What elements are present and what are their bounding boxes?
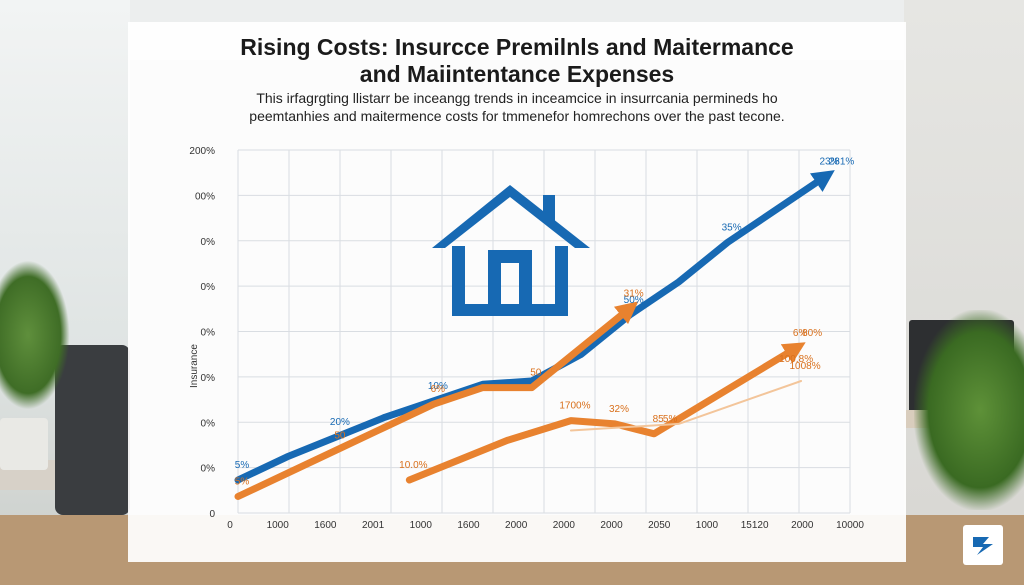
y-tick-label: 0% (201, 418, 216, 429)
y-tick-label: 0% (201, 282, 216, 293)
chart-title-line-1: Rising Costs: Insurcce Premilnls and Mai… (240, 34, 794, 60)
y-tick-label: 0% (201, 328, 216, 339)
y-axis-label: Insurance (189, 344, 200, 388)
data-label: 50 (530, 368, 542, 379)
chart-subtitle-line-1: This irfagrgting llistarr be inceangg tr… (256, 90, 778, 106)
data-label: 1700% (559, 401, 590, 412)
x-tick-label: 1600 (314, 520, 337, 531)
grid (237, 149, 851, 514)
data-label: 6% (431, 384, 446, 395)
brand-logo-icon (963, 525, 1003, 565)
y-tick-label: 200% (189, 146, 215, 157)
x-tick-label: 2000 (505, 520, 528, 531)
series-line-2 (234, 301, 639, 500)
y-tick-label: 0% (201, 237, 216, 248)
data-label: 100.8% (779, 354, 813, 365)
data-label: 281% (829, 156, 855, 167)
x-tick-label: 2000 (553, 520, 576, 531)
chart-subtitle-line-2: peemtanhies and maitermence costs for tm… (249, 108, 785, 124)
series-group (234, 170, 835, 500)
y-axis-ticks: 200% 00% 0% 0% 0% 0% 0% 0% 0 (189, 146, 215, 520)
x-tick-label: 15120 (741, 520, 769, 531)
data-label: 35% (722, 222, 742, 233)
data-label: 50 (334, 430, 346, 441)
series-line-1 (234, 170, 835, 484)
y-tick-label: 0 (209, 509, 215, 520)
data-label: 5% (235, 460, 250, 471)
data-label: 5% (235, 477, 250, 488)
data-label: 85 (653, 414, 665, 425)
y-tick-label: 0% (201, 373, 216, 384)
data-label: 5% (663, 414, 678, 425)
x-tick-label: 1000 (410, 520, 433, 531)
y-tick-label: 00% (195, 191, 215, 202)
chart-title-line-2: and Maiintentance Expenses (359, 61, 675, 87)
x-tick-label: 2000 (600, 520, 623, 531)
x-axis-ticks: 0 1000 1600 2001 1000 1600 2000 2000 2000 2050 100… (227, 520, 864, 531)
data-label: 80% (802, 328, 822, 339)
y-tick-label: 0% (201, 464, 216, 475)
data-label: 31% (624, 288, 644, 299)
data-label: 50% (624, 295, 644, 306)
x-tick-label: 0 (227, 520, 233, 531)
x-tick-label: 2050 (648, 520, 671, 531)
x-tick-label: 1000 (267, 520, 290, 531)
x-tick-label: 1600 (457, 520, 480, 531)
series-line-4 (569, 380, 803, 432)
plant-pot (0, 418, 48, 470)
data-labels: 5% 20% 10% 50% 35% 23%281% 5% 50 6% 50 31% 10.0% 170… (235, 156, 855, 487)
series-line-3 (405, 342, 806, 484)
data-label: 32% (609, 404, 629, 415)
data-label: 10% (428, 381, 448, 392)
x-tick-label: 1000 (696, 520, 719, 531)
house-icon (432, 185, 590, 316)
x-tick-label: 10000 (836, 520, 864, 531)
plant (914, 310, 1024, 510)
data-label: 10.0% (399, 460, 427, 471)
data-label: 6% (793, 328, 808, 339)
x-tick-label: 2001 (362, 520, 385, 531)
x-tick-label: 2000 (791, 520, 814, 531)
plant (0, 260, 70, 410)
data-label: 23% (820, 156, 840, 167)
data-label: 20% (330, 417, 350, 428)
data-label: 1008% (789, 361, 820, 372)
